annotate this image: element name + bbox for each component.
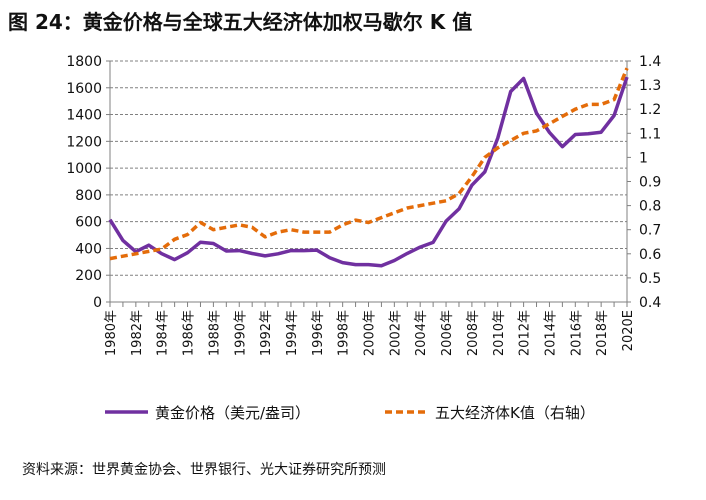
y2-tick-label: 0.4 bbox=[639, 295, 661, 311]
source-note: 资料来源：世界黄金协会、世界银行、光大证券研究所预测 bbox=[22, 462, 386, 478]
legend-label-k: 五大经济体K值（右轴） bbox=[435, 404, 595, 422]
x-tick-label: 2020E bbox=[621, 310, 636, 351]
gold-price-line bbox=[108, 76, 629, 268]
x-tick-label: 2004年 bbox=[414, 310, 429, 356]
x-tick-label: 2012年 bbox=[518, 310, 533, 356]
y-tick-label: 1000 bbox=[66, 161, 102, 177]
x-tick-label: 1980年 bbox=[104, 310, 119, 356]
x-tick-label: 1998年 bbox=[337, 310, 352, 356]
y-tick-label: 1800 bbox=[66, 54, 102, 70]
x-tick-label: 2016年 bbox=[569, 310, 584, 356]
x-tick-label: 2006年 bbox=[440, 310, 455, 356]
y2-tick-label: 0.5 bbox=[639, 271, 661, 287]
y2-tick-label: 1 bbox=[639, 150, 648, 166]
k-value-line bbox=[109, 67, 629, 261]
y2-tick-label: 1.1 bbox=[639, 126, 661, 142]
y2-tick-label: 1.2 bbox=[639, 102, 661, 118]
x-tick-label: 1990年 bbox=[233, 310, 248, 356]
y2-tick-label: 0.6 bbox=[639, 247, 661, 263]
y-tick-label: 600 bbox=[75, 215, 102, 231]
y-tick-label: 0 bbox=[93, 295, 102, 311]
x-tick-label: 1986年 bbox=[182, 310, 197, 356]
x-tick-label: 2008年 bbox=[466, 310, 481, 356]
y-tick-label: 400 bbox=[75, 241, 102, 257]
x-tick-label: 1992年 bbox=[259, 310, 274, 356]
chart-title: 图 24：黄金价格与全球五大经济体加权马歇尔 K 值 bbox=[8, 10, 473, 34]
x-tick-label: 2018年 bbox=[595, 310, 610, 356]
x-tick-label: 1988年 bbox=[207, 310, 222, 356]
chart: 0 200 400 600 800 1000 1200 1400 1600 1800 0.4 0.5 0… bbox=[66, 54, 661, 422]
x-tick-label: 1994年 bbox=[285, 310, 300, 356]
y-tick-label: 800 bbox=[75, 188, 102, 204]
y2-tick-label: 1.3 bbox=[639, 78, 661, 94]
y2-tick-label: 0.7 bbox=[639, 223, 661, 239]
y2-tick-label: 1.4 bbox=[639, 54, 661, 70]
y-tick-label: 1400 bbox=[66, 108, 102, 124]
x-tick-label: 2002年 bbox=[388, 310, 403, 356]
x-tick-label: 2014年 bbox=[543, 310, 558, 356]
x-tick-label: 1996年 bbox=[311, 310, 326, 356]
x-tick-label: 1984年 bbox=[156, 310, 171, 356]
y-tick-label: 1600 bbox=[66, 81, 102, 97]
y2-tick-label: 0.9 bbox=[639, 175, 661, 191]
x-tick-label: 1982年 bbox=[130, 310, 145, 356]
x-tick-label: 2000年 bbox=[363, 310, 378, 356]
y-tick-label: 200 bbox=[75, 268, 102, 284]
y-tick-label: 1200 bbox=[66, 134, 102, 150]
y2-tick-label: 0.8 bbox=[639, 199, 661, 215]
x-tick-label: 2010年 bbox=[492, 310, 507, 356]
legend-label-gold: 黄金价格（美元/盎司） bbox=[155, 404, 310, 422]
